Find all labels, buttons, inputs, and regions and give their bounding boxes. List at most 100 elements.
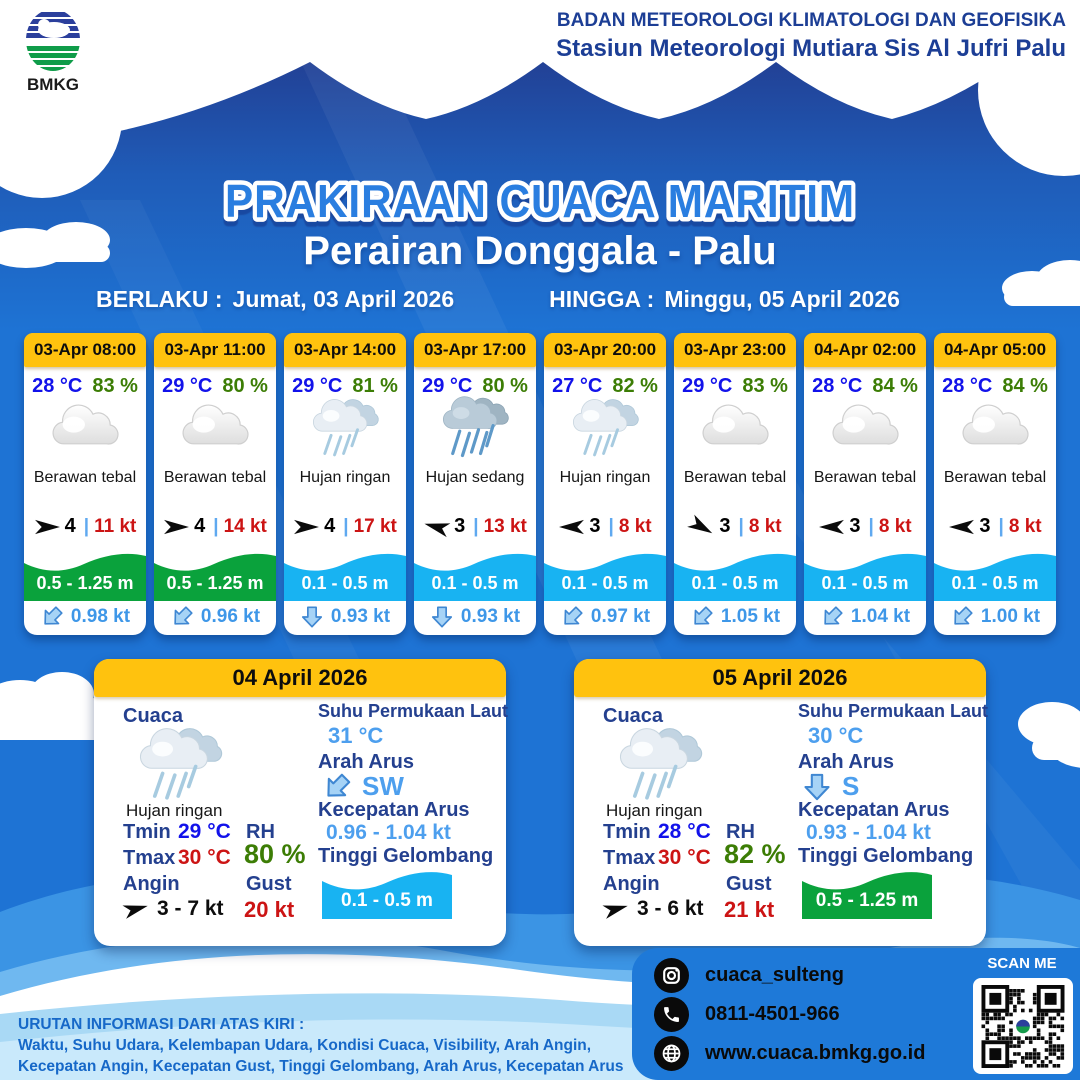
wind-speed: 17 kt — [353, 515, 397, 537]
condition-label: Berawan tebal — [813, 469, 917, 486]
weather-hujan-ringan-icon — [130, 723, 230, 803]
current-direction-icon — [945, 600, 979, 634]
wave-height-value: 0.1 - 0.5 m — [821, 573, 909, 593]
tmax-label: Tmax — [603, 847, 656, 869]
instagram-icon — [654, 958, 689, 993]
wave-height-value: 0.1 - 0.5 m — [431, 573, 519, 593]
current-dir-value: SW — [362, 771, 404, 801]
wind-direction-icon — [421, 515, 451, 537]
wind-direction-icon — [686, 513, 717, 540]
gust-value: 20 kt — [244, 897, 295, 922]
wave-height-value: 0.5 - 1.25 m — [36, 573, 134, 593]
forecast-time: 03-Apr 08:00 — [24, 333, 146, 367]
wind-speed: 8 kt — [748, 515, 782, 537]
legend: URUTAN INFORMASI DARI ATAS KIRI : Waktu,… — [18, 1014, 623, 1077]
wind-speed: 8 kt — [1008, 515, 1042, 537]
condition-label: Berawan tebal — [943, 469, 1047, 486]
current-speed: 1.05 kt — [720, 606, 781, 627]
phone-icon — [654, 997, 689, 1032]
divider: | — [343, 515, 349, 537]
air-temp: 28 °C — [32, 375, 83, 397]
current-speed-label: Kecepatan Arus — [318, 799, 470, 821]
scan-me-label: SCAN ME — [987, 955, 1057, 972]
tmax-label: Tmax — [123, 847, 176, 869]
valid-to-label: HINGGA : — [549, 286, 655, 312]
air-temp: 28 °C — [942, 375, 993, 397]
wave-height-value: 0.1 - 0.5 m — [561, 573, 649, 593]
condition-label: Hujan sedang — [425, 469, 525, 486]
wind-speed: 13 kt — [483, 515, 527, 537]
weather-berawan-tebal-icon — [825, 395, 905, 459]
bmkg-logo-label: BMKG — [27, 75, 79, 94]
weather-berawan-tebal-icon — [955, 395, 1035, 459]
current-dir-label: Arah Arus — [798, 751, 894, 773]
air-temp: 29 °C — [682, 375, 733, 397]
legend-title: URUTAN INFORMASI DARI ATAS KIRI : — [18, 1016, 305, 1033]
gust-value: 21 kt — [724, 897, 775, 922]
validity-row: BERLAKU : Jumat, 03 April 2026 HINGGA : Mi… — [0, 286, 1038, 313]
wave-label: Tinggi Gelombang — [318, 845, 494, 867]
weather-berawan-tebal-icon — [175, 395, 255, 459]
wind-direction-icon — [163, 519, 190, 535]
current-dir-label: Arah Arus — [318, 751, 414, 773]
current-direction-icon — [555, 600, 589, 634]
page-title: PRAKIRAAN CUACA MARITIM — [225, 175, 855, 227]
wind-direction-icon — [948, 519, 975, 535]
humidity: 81 % — [352, 375, 398, 397]
divider: | — [868, 515, 874, 537]
current-direction-icon — [300, 605, 324, 629]
daily-date: 04 April 2026 — [94, 659, 506, 697]
visibility-value: 3 — [454, 515, 466, 537]
cuaca-label: Cuaca — [603, 705, 664, 727]
hourly-card: 03-Apr 20:00 27 °C 82 % Hujan ringan 3 | 8 … — [544, 333, 666, 635]
hourly-card: 03-Apr 23:00 29 °C 83 % Berawan tebal 3 | 8… — [674, 333, 796, 635]
condition-label: Berawan tebal — [33, 469, 137, 486]
sst-label: Suhu Permukaan Laut — [798, 701, 989, 721]
wind-row: 3 - 7 kt — [123, 897, 224, 921]
tmax-value: 30 °C — [658, 846, 711, 869]
wind-row: 3 - 6 kt — [603, 897, 704, 921]
divider: | — [83, 515, 90, 537]
wave-height-band: 0.5 - 1.25 m — [802, 865, 932, 919]
rh-value: 80 % — [244, 839, 306, 869]
wave-height-value: 0.5 - 1.25 m — [815, 890, 919, 911]
visibility-value: 4 — [64, 515, 76, 537]
wave-height-band: 0.1 - 0.5 m — [934, 545, 1056, 601]
visibility-value: 3 — [979, 515, 991, 537]
visibility-value: 4 — [324, 515, 336, 537]
air-temp: 27 °C — [552, 375, 603, 397]
wave-height-band: 0.1 - 0.5 m — [544, 545, 666, 601]
valid-from-label: BERLAKU : — [96, 286, 223, 312]
gust-label: Gust — [246, 873, 292, 895]
wave-height-value: 0.1 - 0.5 m — [341, 890, 433, 911]
divider: | — [998, 515, 1004, 537]
wave-height-band: 0.1 - 0.5 m — [414, 545, 536, 601]
humidity: 80 % — [222, 375, 268, 397]
current-direction-icon — [685, 600, 719, 634]
visibility-value: 3 — [589, 515, 601, 537]
hourly-card: 03-Apr 14:00 29 °C 81 % Hujan ringan 4 | 17… — [284, 333, 406, 635]
humidity: 82 % — [612, 375, 658, 397]
wind-direction-icon — [558, 519, 585, 535]
daily-date: 05 April 2026 — [574, 659, 986, 697]
contact-panel: cuaca_sulteng 0811-4501-966 — [632, 948, 1080, 1080]
weather-hujan-sedang-icon — [435, 395, 515, 459]
weather-hujan-ringan-icon — [565, 395, 645, 459]
station-name: Stasiun Meteorologi Mutiara Sis Al Jufri… — [556, 35, 1066, 62]
daily-summary-card: 04 April 2026 Cuaca Hujan ringan Tmin 29… — [94, 659, 508, 946]
air-temp: 28 °C — [812, 375, 863, 397]
wind-speed: 11 kt — [94, 515, 137, 537]
wave-height-band: 0.1 - 0.5 m — [674, 545, 796, 601]
wind-range-value: 3 - 6 kt — [637, 897, 704, 920]
condition-label: Berawan tebal — [163, 469, 267, 486]
visibility-value: 3 — [849, 515, 861, 537]
forecast-time: 03-Apr 17:00 — [414, 333, 536, 367]
angin-label: Angin — [603, 873, 660, 895]
current-speed: 0.93 kt — [460, 606, 521, 627]
rh-label: RH — [246, 821, 275, 843]
current-speed: 0.96 kt — [200, 606, 261, 627]
humidity: 80 % — [482, 375, 528, 397]
tmax-value: 30 °C — [178, 846, 231, 869]
wave-height-value: 0.1 - 0.5 m — [691, 573, 779, 593]
website-url: www.cuaca.bmkg.go.id — [705, 1042, 926, 1064]
